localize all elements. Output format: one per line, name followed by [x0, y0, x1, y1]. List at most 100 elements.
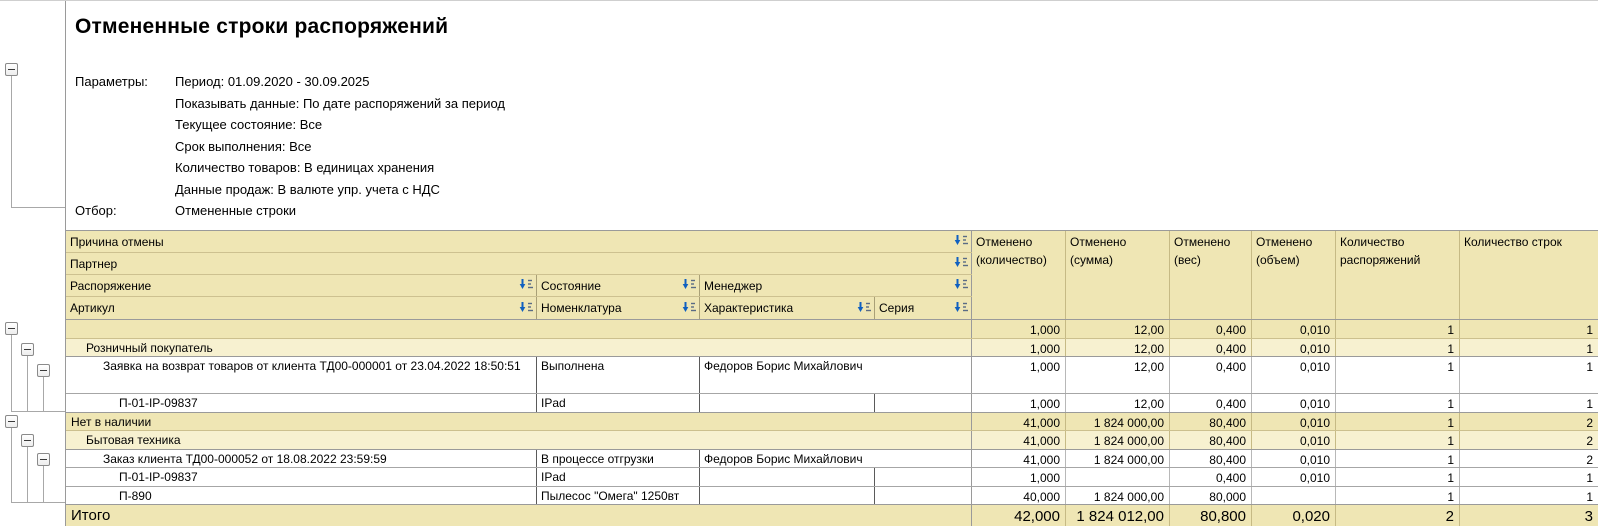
article-cell: П-01-IP-09837 [66, 468, 537, 486]
value-cell: 0,010 [1252, 431, 1336, 449]
value-cell: 1 [1336, 394, 1460, 412]
value-cell: 0,400 [1170, 357, 1252, 393]
report-table: Причина отмены Партнер Распоряжение [66, 230, 1598, 526]
characteristic-cell [700, 468, 875, 486]
header-order: Распоряжение [66, 275, 537, 296]
collapse-header-icon[interactable] [5, 63, 18, 76]
sort-icon[interactable] [681, 299, 698, 316]
parameter-value: Количество товаров: В единицах хранения [175, 160, 435, 175]
report-parameters: Параметры: Период: 01.09.2020 - 30.09.20… [75, 71, 505, 222]
table-row-order: Заказ клиента ТД00-000052 от 18.08.2022 … [66, 449, 1598, 468]
value-cell: 80,000 [1170, 486, 1252, 504]
order-cell: Заявка на возврат товаров от клиента ТД0… [66, 357, 537, 393]
filter-row: Отбор: Отмененные строки [75, 200, 505, 222]
sort-icon[interactable] [953, 277, 970, 293]
table-row-article: П-01-IP-09837 IPad 1,000 12,00 0,400 0,0… [66, 394, 1598, 413]
sort-icon[interactable] [856, 299, 873, 316]
tree-line [11, 207, 65, 208]
value-cell: 12,00 [1066, 338, 1170, 356]
header-orders-count: Количество распоряжений [1336, 231, 1460, 319]
characteristic-cell [700, 486, 875, 504]
table-row-total: Итого 42,000 1 824 012,00 80,800 0,020 2… [66, 505, 1598, 526]
collapse-group2-l1-icon[interactable] [5, 415, 18, 428]
header-series: Серия [875, 297, 972, 319]
sort-icon[interactable] [953, 233, 970, 249]
series-cell [875, 468, 972, 486]
sort-icon[interactable] [518, 299, 535, 316]
order-cell: Заказ клиента ТД00-000052 от 18.08.2022 … [66, 449, 537, 467]
table-row-group: Бытовая техника 41,000 1 824 000,00 80,4… [66, 431, 1598, 450]
article-cell: П-890 [66, 486, 537, 504]
total-label: Итого [66, 505, 972, 526]
value-cell: 0,010 [1252, 449, 1336, 467]
manager-cell: Федоров Борис Михайлович [700, 449, 972, 467]
value-cell: 1 [1586, 471, 1593, 485]
value-cell: 12,00 [1066, 357, 1170, 393]
filter-label: Отбор: [75, 203, 117, 218]
collapse-group1-l2-icon[interactable] [21, 343, 34, 356]
total-value-cell: 80,800 [1170, 505, 1252, 526]
value-cell: 1 824 000,00 [1066, 412, 1170, 430]
sort-icon[interactable] [953, 255, 970, 271]
value-cell: 12,00 [1066, 320, 1170, 338]
parameter-value: Показывать данные: По дате распоряжений … [175, 95, 506, 111]
group-cell: Розничный покупатель [66, 338, 972, 356]
header-cancelled-weight: Отменено (вес) [1170, 231, 1252, 319]
parameter-value: Срок выполнения: Все [175, 138, 312, 154]
header-characteristic: Характеристика [700, 297, 875, 319]
value-cell: 1 824 000,00 [1066, 431, 1170, 449]
tree-line [27, 447, 28, 502]
value-cell: 1 [1336, 468, 1460, 486]
header-article: Артикул [66, 297, 537, 319]
value-cell: 1,000 [972, 357, 1066, 393]
collapse-group1-l1-icon[interactable] [5, 322, 18, 335]
collapse-group2-l2-icon[interactable] [21, 434, 34, 447]
value-cell: 40,000 [972, 486, 1066, 504]
state-cell: В процессе отгрузки [537, 449, 700, 467]
value-cell: 0,010 [1252, 357, 1336, 393]
value-cell: 1 [1336, 338, 1460, 356]
collapse-group1-l3-icon[interactable] [37, 364, 50, 377]
value-cell: 41,000 [972, 449, 1066, 467]
value-cell [1066, 468, 1170, 486]
total-value-cell: 1 824 012,00 [1066, 505, 1170, 526]
table-row-article: П-01-IP-09837 IPad 1,000 0,400 0,010 1 1 [66, 468, 1598, 487]
header-state: Состояние [537, 275, 700, 296]
value-cell: 41,000 [972, 431, 1066, 449]
series-cell [875, 394, 972, 412]
value-cell: 41,000 [972, 412, 1066, 430]
value-cell: 0,400 [1170, 394, 1252, 412]
series-cell [875, 486, 972, 504]
parameter-value: Данные продаж: В валюте упр. учета с НДС [175, 181, 440, 197]
state-cell: Выполнена [537, 357, 700, 393]
value-cell: 1,000 [972, 338, 1066, 356]
value-cell: 1 824 000,00 [1066, 486, 1170, 504]
total-value-cell: 3 [1584, 508, 1593, 525]
table-row-order: Заявка на возврат товаров от клиента ТД0… [66, 357, 1598, 394]
tree-line [43, 466, 44, 502]
table-row-group: Розничный покупатель 1,000 12,00 0,400 0… [66, 338, 1598, 357]
sort-icon[interactable] [681, 277, 698, 293]
value-cell: 1,000 [972, 468, 1066, 486]
total-value-cell: 0,020 [1252, 505, 1336, 526]
value-cell: 1 [1586, 489, 1593, 504]
nomenclature-cell: Пылесос "Омега" 1250вт [537, 486, 700, 504]
value-cell [1252, 486, 1336, 504]
sort-icon[interactable] [518, 277, 535, 293]
sort-icon[interactable] [953, 299, 970, 316]
group-cell [66, 320, 972, 338]
value-cell: 1 [1336, 357, 1460, 393]
value-cell: 12,00 [1066, 394, 1170, 412]
nomenclature-cell: IPad [537, 394, 700, 412]
collapse-group2-l3-icon[interactable] [37, 453, 50, 466]
tree-line [27, 356, 28, 411]
header-partner: Партнер [66, 253, 972, 274]
value-cell: 0,010 [1252, 412, 1336, 430]
header-cancelled-volume: Отменено (объем) [1252, 231, 1336, 319]
nomenclature-cell: IPad [537, 468, 700, 486]
parameter-row: Параметры: Период: 01.09.2020 - 30.09.20… [75, 71, 505, 93]
value-cell: 2 [1586, 452, 1593, 467]
value-cell: 1 [1586, 360, 1593, 374]
value-cell: 0,400 [1170, 320, 1252, 338]
table-row-group: 1,000 12,00 0,400 0,010 1 1 [66, 320, 1598, 339]
